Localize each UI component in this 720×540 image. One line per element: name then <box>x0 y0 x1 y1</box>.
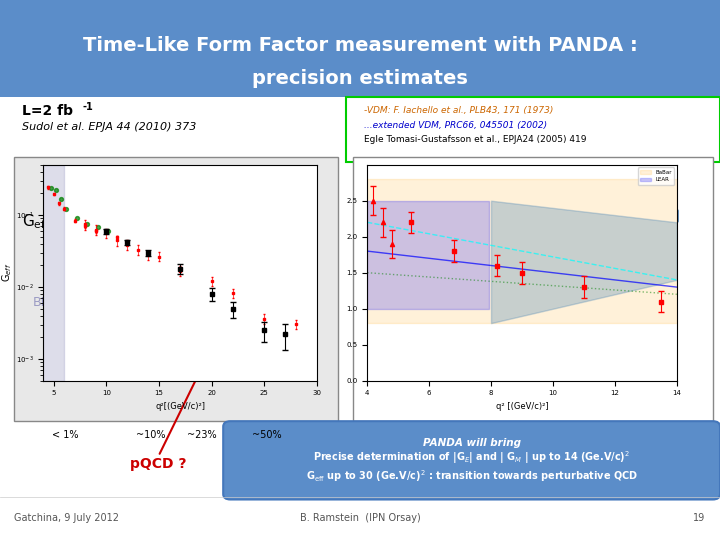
Text: Egle Tomasi-Gustafsson et al., EPJA24 (2005) 419: Egle Tomasi-Gustafsson et al., EPJA24 (2… <box>364 135 586 144</box>
Text: L=2 fb: L=2 fb <box>22 104 73 118</box>
Text: Precise determination of |G$_E$| and | G$_M$ | up to 14 (Ge.V/c)$^2$: Precise determination of |G$_E$| and | G… <box>313 449 630 467</box>
Text: < 1%: < 1% <box>52 430 78 440</box>
Point <box>81 220 93 228</box>
Text: ~23%: ~23% <box>186 430 217 440</box>
FancyBboxPatch shape <box>0 0 720 97</box>
Bar <box>43 165 64 381</box>
Text: Gatchina, 9 July 2012: Gatchina, 9 July 2012 <box>14 514 120 523</box>
FancyBboxPatch shape <box>346 97 720 162</box>
Point <box>50 185 62 194</box>
Point <box>103 226 114 235</box>
Text: BES: BES <box>32 296 57 309</box>
Text: PANDA: PANDA <box>634 211 677 221</box>
Text: Sudol et al. EPJA 44 (2010) 373: Sudol et al. EPJA 44 (2010) 373 <box>22 122 196 132</box>
Text: 19: 19 <box>693 514 706 523</box>
Text: G$_{\rm eff}$: G$_{\rm eff}$ <box>22 212 50 231</box>
Text: -VDM: F. Iachello et al., PLB43, 171 (1973): -VDM: F. Iachello et al., PLB43, 171 (19… <box>364 106 553 115</box>
Point <box>71 214 83 223</box>
FancyBboxPatch shape <box>223 421 720 500</box>
Point <box>60 205 72 213</box>
FancyBboxPatch shape <box>14 157 338 421</box>
Point <box>55 194 67 203</box>
Text: G$_{\rm eff}$ up to 30 (Ge.V/c)$^2$ : transition towards perturbative QCD: G$_{\rm eff}$ up to 30 (Ge.V/c)$^2$ : tr… <box>305 468 638 484</box>
Text: ...extended VDM, PRC66, 045501 (2002): ...extended VDM, PRC66, 045501 (2002) <box>364 121 546 130</box>
Text: BES: BES <box>436 298 457 307</box>
Point <box>45 184 56 193</box>
Legend: BaBar, LEAR: BaBar, LEAR <box>637 167 674 185</box>
Text: PANDA will bring: PANDA will bring <box>423 438 521 448</box>
Text: pQCD ?: pQCD ? <box>130 457 186 471</box>
FancyBboxPatch shape <box>353 157 713 421</box>
Text: ~10%: ~10% <box>137 430 166 440</box>
Text: ■  PANDA: ■ PANDA <box>202 227 263 237</box>
X-axis label: q²[(GeV/c)²]: q²[(GeV/c)²] <box>155 402 205 411</box>
Point <box>92 223 104 232</box>
Text: -1: -1 <box>83 102 94 112</box>
FancyArrowPatch shape <box>160 328 221 454</box>
Text: B. Ramstein  (IPN Orsay): B. Ramstein (IPN Orsay) <box>300 514 420 523</box>
Text: precision estimates: precision estimates <box>252 69 468 88</box>
X-axis label: q² [(GeV/c)²]: q² [(GeV/c)²] <box>495 402 549 411</box>
Text: ~50%: ~50% <box>251 430 282 440</box>
Y-axis label: G$_{eff}$: G$_{eff}$ <box>1 263 14 282</box>
FancyBboxPatch shape <box>0 497 720 540</box>
FancyBboxPatch shape <box>0 97 720 497</box>
Text: Time-Like Form Factor measurement with PANDA :: Time-Like Form Factor measurement with P… <box>83 36 637 56</box>
